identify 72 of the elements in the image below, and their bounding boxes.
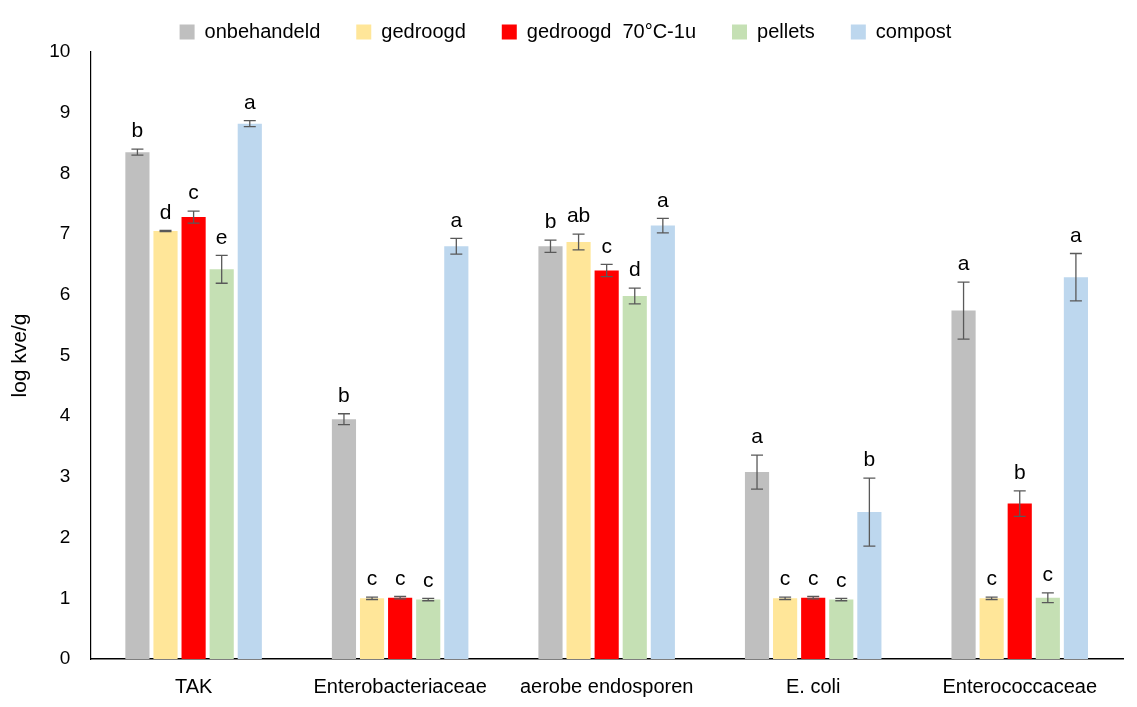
bar <box>538 246 563 659</box>
bar <box>237 123 262 659</box>
bar <box>359 598 385 659</box>
data-label: a <box>1070 222 1083 246</box>
bar <box>773 598 798 659</box>
data-label: d <box>159 199 172 223</box>
y-tick-label: 1 <box>59 586 71 608</box>
bar <box>416 599 441 659</box>
bar <box>566 241 591 659</box>
data-label: a <box>450 207 463 231</box>
y-tick-label: 0 <box>59 647 71 669</box>
x-tick-label: Enterococcaceae <box>942 674 1098 697</box>
bar <box>829 599 854 659</box>
data-label: e <box>215 224 228 248</box>
bar <box>125 152 150 659</box>
y-tick-label: 4 <box>59 404 71 426</box>
data-label: c <box>394 565 406 589</box>
data-label: b <box>1013 460 1026 484</box>
y-tick-label: 2 <box>59 525 71 547</box>
data-label: a <box>751 424 764 448</box>
legend-label: pellets <box>757 19 815 42</box>
bar <box>857 512 882 659</box>
y-tick-label: 5 <box>59 343 71 365</box>
legend-label: gedroogd 70°C-1u <box>526 19 697 42</box>
data-label: c <box>1042 562 1054 586</box>
bar <box>594 270 619 659</box>
legend-label: compost <box>875 19 952 42</box>
bar <box>153 231 178 659</box>
data-label: d <box>628 257 641 281</box>
x-tick-label: E. coli <box>785 674 841 697</box>
y-tick-label: 6 <box>59 283 71 305</box>
data-label: a <box>243 89 256 113</box>
data-label: c <box>601 233 612 257</box>
y-tick-label: 10 <box>49 40 71 62</box>
bar <box>444 246 469 659</box>
data-label: b <box>863 447 876 471</box>
data-label: b <box>131 118 144 142</box>
y-axis-title: log kve/g <box>7 313 31 398</box>
data-label: c <box>807 565 819 589</box>
bar <box>951 310 976 659</box>
data-label: c <box>188 180 199 204</box>
legend-label: onbehandeld <box>204 19 321 42</box>
data-label: a <box>957 251 970 275</box>
data-label: a <box>657 187 669 211</box>
y-tick-label: 3 <box>59 465 71 487</box>
data-label: c <box>836 567 847 591</box>
y-tick-label: 8 <box>59 161 71 183</box>
y-tick-label: 9 <box>59 100 71 122</box>
bar <box>331 419 357 659</box>
y-tick-label: 7 <box>59 222 71 244</box>
data-label: ab <box>566 203 591 227</box>
bar <box>801 597 826 659</box>
bar <box>979 598 1004 659</box>
data-label: b <box>544 209 557 233</box>
x-tick-label: aerobe endosporen <box>519 674 694 697</box>
bar <box>1007 503 1032 659</box>
bar <box>650 225 675 659</box>
bar <box>1063 277 1088 659</box>
data-label: c <box>986 566 997 590</box>
data-label: c <box>422 567 434 591</box>
bar <box>622 296 647 659</box>
bar <box>744 472 770 659</box>
data-label: c <box>366 566 378 590</box>
bar <box>209 269 234 659</box>
data-label: b <box>338 383 350 407</box>
bar <box>388 597 413 659</box>
x-tick-label: Enterobacteriaceae <box>313 674 487 697</box>
data-label: c <box>779 566 791 590</box>
x-tick-label: TAK <box>174 674 213 697</box>
legend-label: gedroogd <box>381 19 466 42</box>
bar <box>1035 597 1060 659</box>
bar <box>181 217 206 659</box>
